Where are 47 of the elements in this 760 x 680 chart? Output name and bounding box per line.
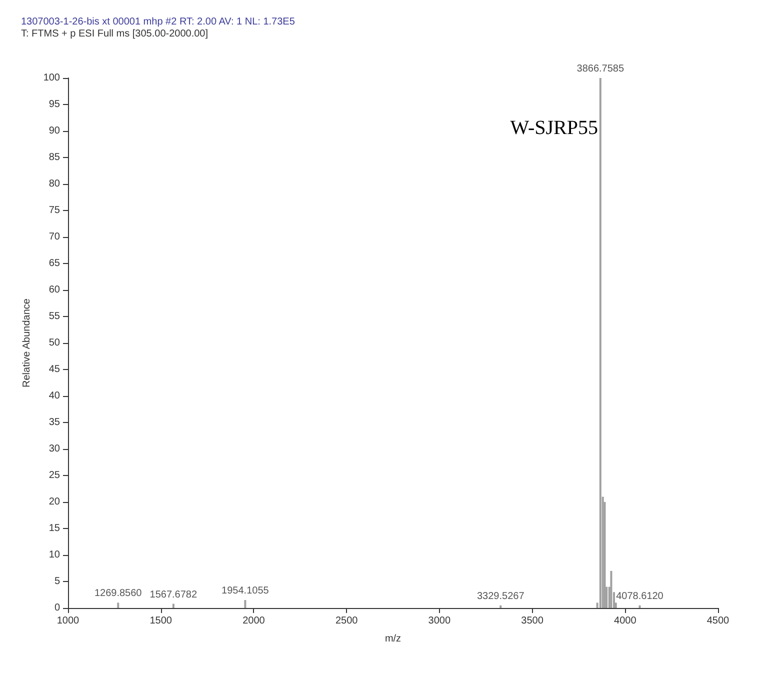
x-tick-label: 2500	[335, 616, 358, 626]
y-tick-label: 95	[48, 99, 60, 110]
y-tick-label: 20	[48, 496, 60, 508]
y-tick-label: 30	[48, 444, 60, 454]
chart-title: 1307003-1-26-bis xt 00001 mhp #2 RT: 2.00 AV: 1 NL: 1.73E5	[21, 16, 296, 28]
y-tick-label: 70	[48, 232, 60, 242]
bar	[638, 605, 641, 608]
y-tick-label: 85	[48, 152, 60, 163]
y-tick-label: 75	[48, 205, 60, 216]
y-tick-label: 100	[43, 72, 60, 84]
bar	[117, 602, 120, 608]
y-tick-label: 0	[54, 602, 60, 614]
x-tick-label: 3000	[428, 616, 451, 626]
y-tick-label: 10	[48, 550, 60, 560]
x-tick-label: 4000	[614, 616, 637, 626]
bar	[610, 570, 612, 608]
bar	[500, 605, 502, 608]
y-tick-label: 80	[48, 178, 60, 190]
x-tick-label: 4500	[706, 616, 730, 626]
y-tick-label: 40	[48, 390, 60, 402]
y-tick-label: 25	[48, 470, 60, 481]
y-tick-label: 45	[48, 364, 60, 375]
y-tick-label: 90	[48, 126, 60, 136]
annotation: 3329.5267	[476, 590, 525, 602]
x-tick-label: 1500	[150, 616, 172, 626]
bar	[172, 604, 174, 608]
y-tick-label: 15	[48, 523, 60, 534]
x-tick-label: 3500	[521, 616, 544, 626]
annotation: 1954.1055	[222, 586, 270, 597]
x-axis-title: m/z	[384, 634, 402, 644]
annotation: 1567.6782	[150, 589, 198, 600]
bar	[244, 600, 246, 608]
y-tick-label: 5	[54, 576, 60, 587]
chart-subtitle: T: FTMS + p ESI Full ms [305.00-2000.00]	[21, 28, 208, 40]
y-tick-label: 55	[48, 311, 60, 322]
bar	[599, 78, 602, 608]
y-tick-label: 50	[48, 338, 60, 348]
annotation: 1269.8560	[94, 588, 142, 600]
y-tick-label: 35	[48, 417, 60, 428]
x-tick-label: 2000	[242, 616, 266, 626]
y-tick-label: 65	[48, 258, 60, 269]
y-tick-label: 60	[48, 284, 60, 296]
annotation: 4078.6120	[616, 590, 664, 602]
annotation: 3866.7585	[576, 64, 624, 74]
annotation: W-SJRP55	[510, 117, 598, 139]
x-tick-label: 1000	[56, 616, 80, 626]
y-axis-title: Relative Abundance	[22, 298, 32, 388]
